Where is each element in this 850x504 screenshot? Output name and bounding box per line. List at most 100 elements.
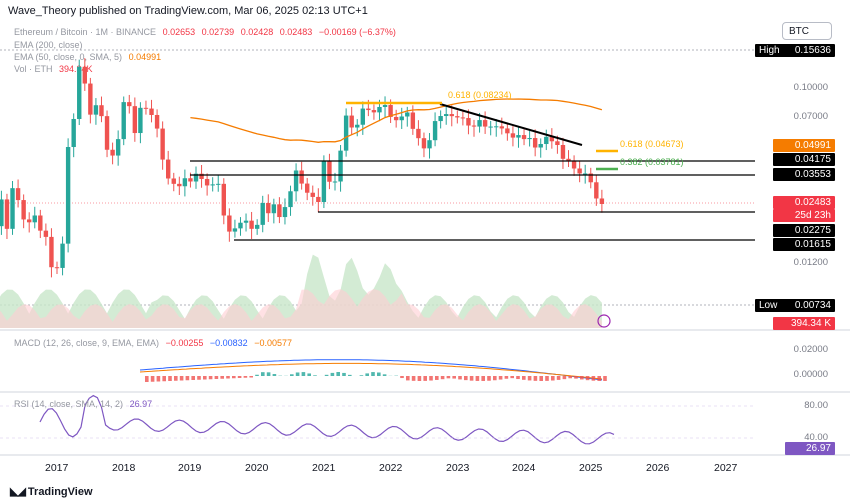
high-label: High — [759, 45, 780, 56]
macd-histogram-bar — [382, 374, 387, 376]
candle — [410, 112, 416, 129]
candle — [104, 116, 110, 150]
branding-text: TradingView — [27, 486, 93, 498]
macd-legend: MACD (12, 26, close, 9, EMA, EMA) −0.002… — [14, 338, 292, 348]
tradingview-logo: ◣◢ TradingView — [10, 485, 93, 498]
macd-histogram-bar — [365, 373, 369, 376]
price-tag-support-1: 0.02275 — [773, 224, 835, 237]
fib-top-label: 0.618 (0.08234) — [448, 90, 512, 100]
macd-histogram-bar — [545, 376, 549, 381]
time-tick: 2025 — [579, 462, 603, 474]
candle — [349, 115, 354, 128]
macd-histogram-bar — [249, 376, 253, 378]
candle — [10, 188, 15, 229]
lightning-icon — [597, 314, 611, 328]
candle — [399, 116, 404, 121]
candle — [82, 66, 87, 84]
candle — [65, 147, 71, 244]
candle — [599, 198, 605, 204]
price-tick: 0.10000 — [793, 82, 828, 93]
candle — [27, 219, 32, 223]
macd-histogram-bar — [522, 376, 526, 380]
time-tick: 2019 — [178, 462, 202, 474]
legend-close: 0.02483 — [279, 27, 313, 37]
candle — [149, 108, 154, 115]
time-tick: 2023 — [446, 462, 470, 474]
macd-histogram-bar — [295, 372, 300, 376]
candle — [482, 120, 488, 127]
macd-histogram-bar — [162, 376, 166, 382]
price-tick: 0.01200 — [793, 257, 828, 268]
rsi-tag: 26.97 — [785, 442, 835, 455]
candle — [188, 178, 193, 182]
volume-area — [0, 254, 602, 328]
rsi-legend: RSI (14, close, SMA, 14, 2) 26.97 — [14, 399, 152, 409]
candle — [421, 138, 427, 149]
candle — [471, 125, 477, 127]
candle — [377, 106, 382, 113]
price-tag-support-2: 0.01615 — [773, 238, 835, 251]
candle — [249, 220, 254, 229]
candle — [388, 105, 393, 117]
macd-histogram-bar — [464, 376, 468, 381]
macd-histogram-bar — [185, 376, 190, 381]
candle — [488, 126, 493, 128]
time-tick: 2027 — [714, 462, 738, 474]
candle — [577, 168, 582, 174]
macd-histogram-bar — [145, 376, 149, 382]
candle — [477, 120, 482, 127]
macd-histogram-bar — [307, 373, 311, 376]
candle — [210, 184, 215, 186]
candle — [555, 141, 560, 146]
legend-ema50-row: EMA (50, close, 0, SMA, 5) 0.04991 — [14, 52, 161, 62]
macd-histogram-bar — [232, 376, 236, 379]
macd-histogram-bar — [516, 376, 520, 380]
candle — [382, 105, 388, 107]
candle — [177, 183, 182, 187]
candle — [49, 236, 54, 268]
candle — [449, 114, 454, 117]
candle — [360, 108, 365, 125]
macd-histogram-bar — [313, 375, 317, 376]
time-tick: 2018 — [112, 462, 136, 474]
candle — [499, 126, 504, 129]
macd-histogram-bar — [301, 372, 306, 376]
candle — [416, 128, 421, 139]
candle — [77, 66, 82, 119]
rsi-line — [39, 394, 615, 445]
candle — [371, 110, 377, 113]
price-tag-ema50: 0.04991 — [773, 139, 835, 152]
macd-signal-value: −0.00577 — [254, 338, 292, 348]
candle — [321, 160, 327, 203]
macd-tick: 0.02000 — [793, 344, 828, 355]
candle — [560, 145, 566, 159]
candle — [193, 173, 199, 182]
candle — [110, 149, 115, 156]
candle — [127, 102, 132, 107]
macd-histogram-bar — [603, 376, 607, 381]
candle — [427, 140, 432, 149]
macd-histogram-bar — [324, 374, 329, 376]
macd-label: MACD (12, 26, close, 9, EMA, EMA) — [14, 338, 160, 348]
candle — [182, 178, 188, 187]
symbol-button[interactable]: BTC — [782, 22, 832, 40]
macd-histogram-bar — [243, 376, 248, 378]
candle — [538, 144, 543, 148]
candle — [138, 107, 143, 134]
candle — [521, 135, 527, 140]
macd-histogram-bar — [266, 372, 271, 376]
candle — [204, 178, 210, 186]
candle — [588, 173, 593, 183]
candle — [316, 196, 321, 203]
price-tag-last: 0.02483 — [773, 196, 835, 209]
legend-open: 0.02653 — [162, 27, 196, 37]
candle — [466, 118, 471, 126]
macd-histogram-bar — [214, 376, 219, 379]
candle — [549, 136, 555, 142]
candle — [32, 215, 37, 223]
candle — [4, 199, 10, 229]
macd-histogram-bar — [493, 376, 497, 381]
volume-area-down — [0, 289, 602, 328]
candle — [143, 107, 149, 109]
